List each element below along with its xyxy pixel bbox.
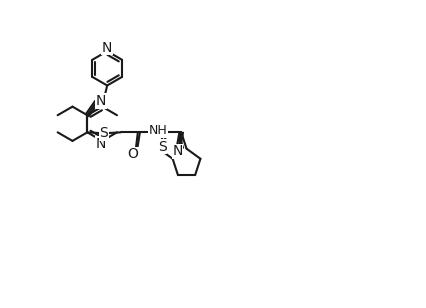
Text: N: N xyxy=(173,144,183,158)
Text: S: S xyxy=(99,126,108,140)
Text: O: O xyxy=(127,147,138,161)
Text: N: N xyxy=(102,41,112,55)
Text: N: N xyxy=(96,94,106,108)
Text: NH: NH xyxy=(148,124,167,137)
Text: N: N xyxy=(96,137,106,151)
Text: S: S xyxy=(158,140,167,154)
